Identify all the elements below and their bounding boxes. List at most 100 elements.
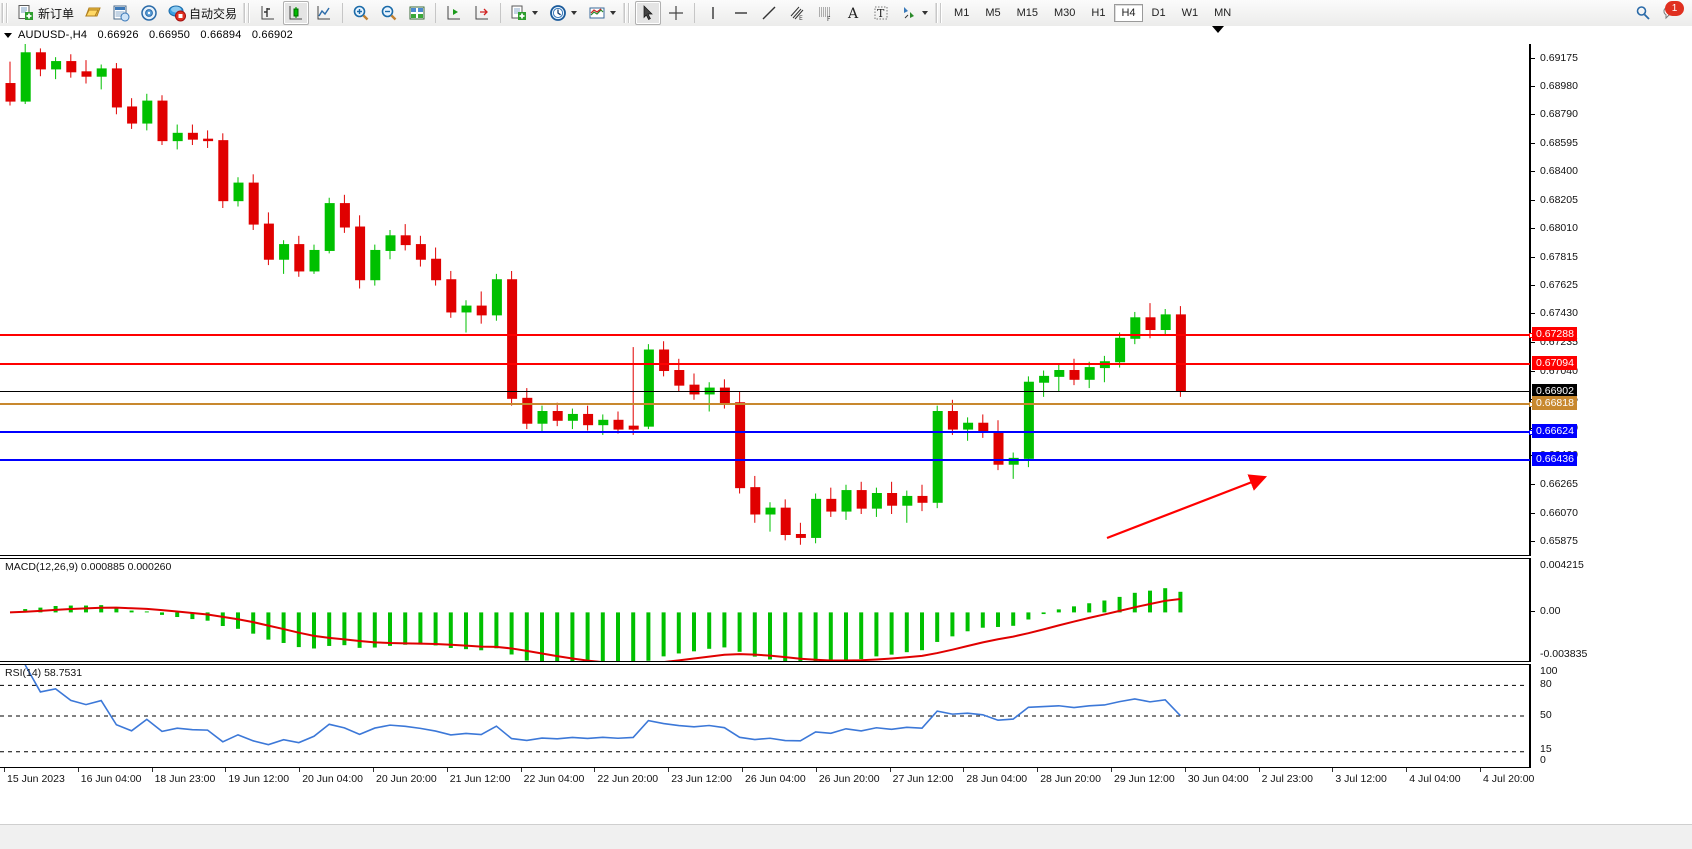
crosshair-tool-button[interactable] <box>663 1 689 25</box>
time-tick-mark <box>668 768 670 772</box>
bar-chart-button[interactable] <box>255 1 281 25</box>
cursor-tool-button[interactable] <box>635 1 662 25</box>
vertical-line-tool-button[interactable] <box>700 1 726 25</box>
data-window-button[interactable] <box>108 1 134 25</box>
grid-button[interactable] <box>404 1 430 25</box>
chart-scroll-marker[interactable] <box>1212 26 1224 33</box>
new-order-button[interactable]: 新订单 <box>13 1 78 25</box>
fibonacci-tool-button[interactable]: F <box>812 1 838 25</box>
folder-gold-icon <box>84 4 102 22</box>
timeframe-group: M1 M5 M15 M30 H1 H4 D1 W1 MN <box>946 4 1239 22</box>
toolbar-grip-3[interactable] <box>623 3 632 23</box>
zoom-in-button[interactable] <box>348 1 374 25</box>
macd-axis[interactable]: 0.004215 0.00 -0.003835 <box>1530 558 1692 662</box>
quote-symbol: AUDUSD-,H4 <box>18 29 88 41</box>
candlestick-chart-button[interactable] <box>283 1 310 25</box>
timeframe-d1[interactable]: D1 <box>1151 7 1166 19</box>
line-chart-button[interactable] <box>311 1 337 25</box>
price-level-line[interactable] <box>0 430 1534 436</box>
rsi-pane[interactable]: RSI(14) 58.7531 <box>0 664 1530 768</box>
navigator-button[interactable] <box>136 1 162 25</box>
chart-canvas[interactable]: MACD(12,26,9) 0.000885 0.000260 RSI(14) … <box>0 44 1692 824</box>
shift-start-button[interactable] <box>441 1 467 25</box>
time-axis[interactable]: 15 Jun 2023 16 Jun 04:00 18 Jun 23:00 19 Ju… <box>0 768 1692 792</box>
price-tick: 0.66265 <box>1531 478 1578 490</box>
macd-pane[interactable]: MACD(12,26,9) 0.000885 0.000260 <box>0 558 1530 662</box>
toolbar-separator-2 <box>435 3 437 23</box>
price-level-line[interactable] <box>0 390 1530 392</box>
price-pane[interactable] <box>0 44 1534 556</box>
price-level-line[interactable] <box>0 362 1530 365</box>
price-level-line[interactable] <box>0 402 1534 408</box>
zoom-out-button[interactable] <box>376 1 402 25</box>
horizontal-line-tool-button[interactable] <box>728 1 754 25</box>
trendline-tool-button[interactable] <box>756 1 782 25</box>
timeframe-mn[interactable]: MN <box>1214 7 1232 19</box>
rsi-tick: 0 <box>1540 754 1546 766</box>
search-button[interactable] <box>1630 1 1656 25</box>
templates-caret-icon[interactable] <box>610 11 617 15</box>
price-tick: 0.67815 <box>1531 251 1578 263</box>
timeframe-w1[interactable]: W1 <box>1181 7 1199 19</box>
cursor-arrow-icon <box>639 4 657 22</box>
new-chart-button[interactable] <box>506 1 543 25</box>
line-chart-icon <box>315 4 333 22</box>
price-level-label[interactable]: 0.66902 <box>1532 383 1577 398</box>
toolbar-grip-4[interactable] <box>935 3 944 23</box>
template-icon <box>588 4 606 22</box>
svg-text:F: F <box>827 16 831 22</box>
timeframe-m30[interactable]: M30 <box>1054 7 1076 19</box>
trendline-icon <box>760 4 778 22</box>
price-tick: 0.68010 <box>1531 222 1578 234</box>
text-tool-button[interactable]: A <box>840 1 866 25</box>
auto-trading-button[interactable]: 自动交易 <box>164 1 241 25</box>
price-level-label[interactable]: 0.66624 <box>1532 424 1577 439</box>
price-level-label[interactable]: 0.67094 <box>1532 355 1577 370</box>
time-tick-mark <box>151 768 153 772</box>
arrows-caret-icon[interactable] <box>922 11 929 15</box>
price-level-label[interactable]: 0.66818 <box>1532 396 1577 411</box>
collapse-triangle-icon[interactable] <box>4 32 12 38</box>
notifications-button[interactable]: 1 <box>1658 1 1684 25</box>
zoom-in-icon <box>352 4 370 22</box>
toolbar-grip-2[interactable] <box>243 3 252 23</box>
timeframe-h4[interactable]: H4 <box>1114 4 1143 22</box>
time-axis-label: 22 Jun 20:00 <box>597 773 659 785</box>
rsi-label: RSI(14) 58.7531 <box>5 667 83 679</box>
candlestick-icon <box>287 4 305 22</box>
arrows-tool-button[interactable] <box>896 1 933 25</box>
timeframe-h1[interactable]: H1 <box>1091 7 1106 19</box>
time-tick-mark <box>889 768 891 772</box>
text-label-tool-button[interactable]: T <box>868 1 894 25</box>
price-level-label[interactable]: 0.66436 <box>1532 451 1577 466</box>
bar-chart-icon <box>259 4 277 22</box>
price-level-line[interactable] <box>0 458 1530 461</box>
new-chart-caret-icon[interactable] <box>532 11 539 15</box>
rsi-axis[interactable]: 100 80 50 15 0 <box>1530 664 1692 768</box>
toolbar-grip[interactable] <box>1 3 9 23</box>
price-axis[interactable]: 0.69175 0.68980 0.68790 0.68595 0.68400 0.682… <box>1530 44 1692 556</box>
period-button[interactable] <box>545 1 582 25</box>
macd-tick: 0.00 <box>1531 605 1560 617</box>
clock-icon <box>549 4 567 22</box>
price-tick: 0.67430 <box>1531 307 1578 319</box>
market-watch-button[interactable] <box>80 1 106 25</box>
price-tick: 0.65875 <box>1531 535 1578 547</box>
time-axis-label: 20 Jun 20:00 <box>376 773 437 785</box>
timeframe-m15[interactable]: M15 <box>1016 7 1038 19</box>
macd-tick: -0.003835 <box>1540 648 1588 660</box>
period-caret-icon[interactable] <box>571 11 578 15</box>
time-axis-label: 29 Jun 12:00 <box>1114 773 1175 785</box>
timeframe-m1[interactable]: M1 <box>954 7 970 19</box>
price-level-line[interactable] <box>0 333 1534 339</box>
price-tick: 0.68595 <box>1531 137 1578 149</box>
svg-text:A: A <box>847 6 859 22</box>
auto-scroll-button[interactable] <box>469 1 495 25</box>
price-level-label[interactable]: 0.67288 <box>1532 327 1577 342</box>
templates-button[interactable] <box>584 1 621 25</box>
time-axis-label: 27 Jun 12:00 <box>892 773 954 785</box>
time-axis-label: 20 Jun 04:00 <box>302 773 363 785</box>
timeframe-m5[interactable]: M5 <box>985 7 1001 19</box>
equidistant-channel-tool-button[interactable]: E <box>784 1 810 25</box>
grid-icon <box>408 4 426 22</box>
